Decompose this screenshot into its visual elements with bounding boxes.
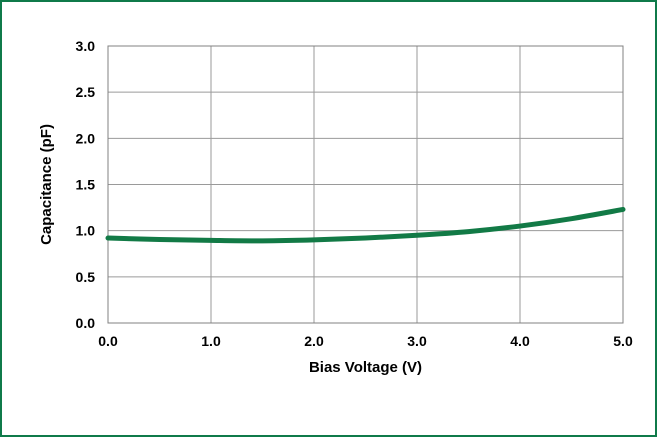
grid — [107, 45, 624, 324]
y-tick-label: 1.5 — [76, 177, 96, 193]
y-tick-label: 2.5 — [76, 84, 96, 100]
x-tick-label: 0.0 — [98, 333, 118, 349]
x-tick-label: 3.0 — [407, 333, 427, 349]
y-tick-label: 1.0 — [76, 223, 96, 239]
x-tick-label: 2.0 — [304, 333, 324, 349]
x-tick-label: 5.0 — [613, 333, 633, 349]
y-tick-label: 3.0 — [76, 38, 96, 54]
y-tick-label: 0.5 — [76, 269, 96, 285]
series-layer — [105, 206, 626, 244]
y-axis-title: Capacitance (pF) — [38, 124, 55, 245]
y-axis-ticks: 0.0 0.5 1.0 1.5 2.0 2.5 3.0 — [76, 38, 96, 331]
capacitance-series-line — [105, 206, 626, 244]
x-tick-label: 1.0 — [201, 333, 221, 349]
plot-area-border — [107, 45, 624, 324]
x-tick-label: 4.0 — [510, 333, 530, 349]
x-axis-ticks: 0.0 1.0 2.0 3.0 4.0 5.0 — [98, 333, 633, 349]
y-tick-label: 2.0 — [76, 130, 96, 146]
y-tick-label: 0.0 — [76, 315, 96, 331]
x-axis-title: Bias Voltage (V) — [309, 359, 422, 376]
